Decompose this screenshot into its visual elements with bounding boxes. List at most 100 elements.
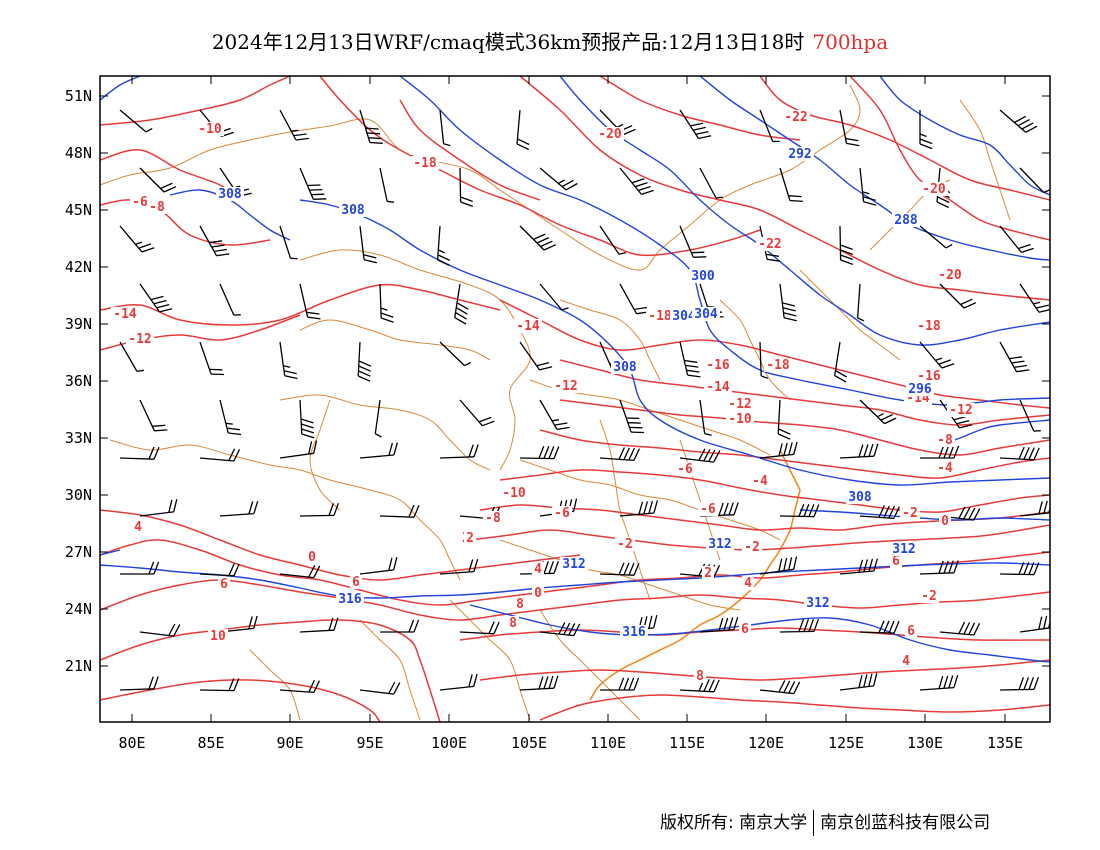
wind-barb [619,167,654,196]
wind-barb [919,675,959,691]
geopotential-label: 308 [218,187,242,202]
wind-barb [539,622,581,637]
lat-label: 24N [65,600,92,618]
wind-barb [279,679,320,694]
temperature-label: 6 [352,575,360,590]
wind-barb [279,565,321,579]
lat-label: 21N [65,657,92,675]
lat-label: 42N [65,258,92,276]
wind-barb [219,283,241,316]
wind-barb [299,283,321,320]
copyright-footer: 版权所有: 南京大学 南京创蓝科技有限公司 [660,808,990,836]
temperature-label: -12 [949,403,972,418]
geopotential-contour [699,76,1050,261]
wind-barb [519,225,557,251]
lon-label: 80E [118,734,145,752]
temperature-isotherm [479,659,1050,681]
lat-label: 36N [65,372,92,390]
temperature-isotherm [539,429,1050,479]
temperature-label: 0 [534,586,542,601]
wind-barb [139,623,181,637]
footer-left: 版权所有: 南京大学 [660,813,808,833]
border-line [299,249,531,471]
wind-barb [679,341,701,378]
wind-barb [119,225,155,253]
lon-label: 125E [828,734,864,752]
geopotential-label: 312 [806,596,829,611]
wind-barb [1019,615,1050,633]
wind-barb [299,617,339,633]
wind-barb [199,225,230,257]
temperature-isotherm [399,99,541,201]
temperature-isotherm [499,299,1050,409]
lat-label: 48N [65,144,92,162]
wind-barb [859,505,900,520]
temperature-label: -16 [706,358,730,373]
border-line [109,439,461,581]
lat-label: 39N [65,315,92,333]
temperature-isotherm [559,399,1050,456]
wind-barb [279,109,309,141]
temperature-label: -2 [921,589,937,604]
wind-barb [439,444,479,459]
wind-barb [699,617,739,633]
lon-label: 90E [276,734,303,752]
wind-barb [1019,399,1041,432]
temperature-label: -6 [132,195,148,210]
lat-label: 27N [65,543,92,561]
wind-barb [999,225,1034,254]
geopotential-label: 312 [708,537,731,552]
wind-barb [299,502,340,517]
lon-label: 110E [590,734,626,752]
temperature-isotherm [100,679,381,722]
temperature-label: -20 [922,182,946,197]
plot-frame [99,75,1051,723]
wind-barb [139,167,177,193]
wind-barb [139,399,168,432]
wind-barb [219,399,242,436]
wind-barb [839,558,879,575]
temperature-label: -8 [937,433,953,448]
temperature-isotherm [100,283,501,326]
temperature-label: -8 [149,200,165,215]
temperature-label: -20 [598,127,622,142]
wind-barb [779,504,820,518]
geopotential-contour [169,189,291,241]
temperature-label: 0 [308,550,316,565]
lon-label: 100E [431,734,467,752]
wind-barb [759,341,769,379]
wind-barb [119,446,160,460]
wind-barb [919,110,933,150]
wind-barb [939,621,981,636]
temperature-label: -6 [700,502,716,517]
temperature-label: -4 [752,474,768,489]
border-line [719,299,791,401]
wind-barb [359,225,377,264]
wind-barb [379,283,394,323]
wind-barb [279,225,298,260]
geopotential-contour [879,76,1050,196]
temperature-label: 8 [509,616,517,631]
geopotential-label: 288 [894,213,918,228]
lon-label: 105E [511,734,547,752]
temperature-isotherm [100,76,291,126]
geopotential-label: 304 [672,309,696,324]
wind-barb [777,399,791,440]
temperature-label: 4 [134,520,142,535]
temperature-label: 10 [210,629,226,644]
temperature-label: 6 [907,624,915,639]
wind-barb [459,399,495,427]
wind-barb [759,680,801,695]
temperature-label: 6 [892,554,900,569]
wind-barb [199,341,225,376]
temperature-label: 4 [534,562,542,577]
lon-label: 130E [907,734,943,752]
temperature-label: 8 [696,669,704,684]
geopotential-label: 312 [892,542,915,557]
temperature-isotherm [599,76,801,141]
wind-barb [999,341,1030,373]
wind-barb [519,341,553,371]
border-line [299,319,491,361]
geopotential-label: 316 [622,625,646,640]
